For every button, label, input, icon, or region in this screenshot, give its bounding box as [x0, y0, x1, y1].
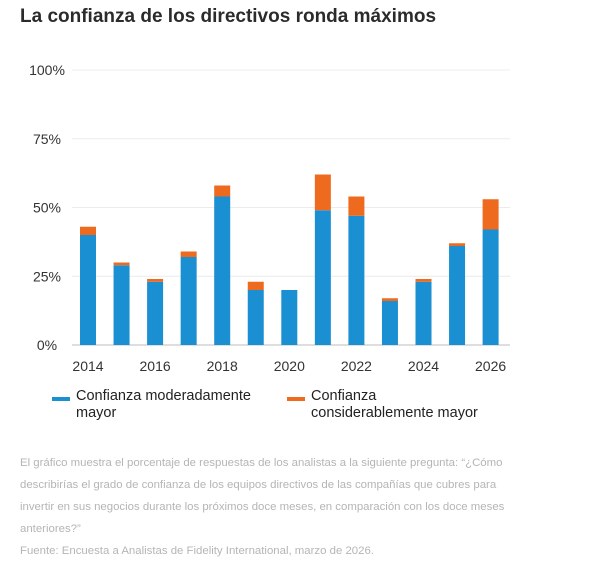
x-tick-label: 2024: [408, 358, 439, 374]
legend: Confianza moderadamente mayor Confianza …: [0, 388, 595, 428]
bar-considerable: [147, 279, 164, 282]
bar-moderate: [147, 281, 164, 345]
x-tick-label: 2016: [140, 358, 171, 374]
legend-item-moderate: Confianza moderadamente mayor: [52, 388, 251, 422]
x-tick-label: 2020: [274, 358, 305, 374]
bar-moderate: [314, 210, 331, 345]
x-tick-label: 2014: [72, 358, 103, 374]
bar-considerable: [80, 226, 96, 235]
bar-moderate: [281, 290, 298, 345]
bar-moderate: [348, 215, 365, 345]
chart-title: La confianza de los directivos ronda máx…: [20, 6, 437, 27]
y-tick-label: 50%: [33, 200, 61, 216]
bar-considerable: [348, 196, 365, 216]
bar-considerable: [214, 185, 231, 197]
y-tick-label: 100%: [29, 62, 65, 78]
chart-description: El gráfico muestra el porcentaje de resp…: [20, 457, 505, 535]
legend-swatch-moderate: [52, 397, 70, 401]
bar-considerable: [449, 243, 466, 246]
y-tick-label: 0%: [37, 337, 57, 353]
x-tick-label: 2018: [207, 358, 238, 374]
x-tick-label: 2022: [341, 358, 372, 374]
bar-chart: 0% 25% 50% 75% 100% 2014 2016 2018 2020 2022 2024 2…: [29, 62, 510, 374]
bar-considerable: [247, 281, 264, 290]
chart-notes: El gráfico muestra el porcentaje de resp…: [20, 452, 510, 562]
bar-moderate: [214, 196, 231, 345]
legend-label-moderate: Confianza moderadamente mayor: [76, 388, 251, 421]
legend-item-considerable: Confianza considerablemente mayor: [287, 388, 478, 422]
bar-moderate: [80, 235, 96, 345]
x-tick-label: 2026: [475, 358, 506, 374]
bar-moderate: [247, 290, 264, 345]
bar-considerable: [113, 262, 130, 266]
bar-moderate: [180, 257, 197, 345]
legend-swatch-considerable: [287, 397, 305, 401]
legend-label-considerable: Confianza considerablemente mayor: [311, 388, 478, 421]
bar-moderate: [113, 265, 130, 345]
bar-considerable: [415, 279, 432, 282]
bar-moderate: [482, 229, 499, 345]
y-tick-label: 75%: [33, 131, 61, 147]
bar-considerable: [381, 298, 398, 301]
bar-moderate: [381, 301, 398, 345]
bar-considerable: [180, 251, 197, 257]
chart-source: Fuente: Encuesta a Analistas de Fidelity…: [20, 545, 374, 557]
bar-considerable: [314, 174, 331, 211]
bar-moderate: [415, 281, 432, 345]
bar-moderate: [449, 246, 466, 345]
y-tick-label: 25%: [33, 268, 61, 284]
bar-considerable: [482, 199, 499, 230]
